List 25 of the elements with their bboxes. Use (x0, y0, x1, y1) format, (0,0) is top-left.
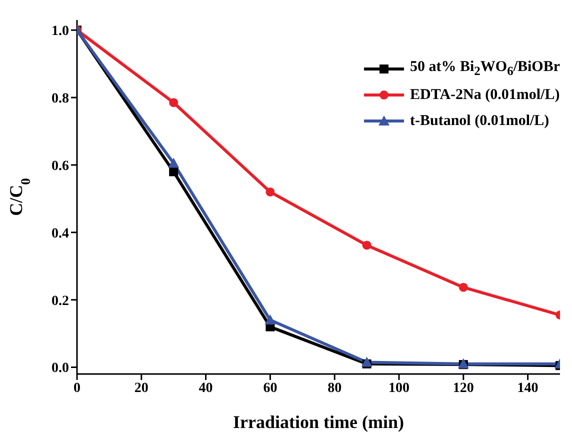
point (362, 240, 372, 250)
legend-label: t-Butanol (0.01mol/L) (410, 112, 550, 130)
point (168, 158, 180, 168)
point (266, 187, 275, 196)
x-tick-label: 20 (134, 380, 148, 396)
legend-label: EDTA-2Na (0.01mol/L) (410, 86, 560, 104)
y-tick-label: 0.6 (52, 158, 69, 174)
x-tick-label: 40 (198, 380, 213, 396)
y-tick-label: 0.4 (52, 226, 69, 242)
x-tick-label: 0 (74, 380, 80, 396)
y-tick-label: 1.0 (52, 24, 69, 40)
point (169, 98, 178, 108)
point (458, 282, 468, 292)
x-tick-label: 140 (517, 380, 538, 396)
x-tick-label: 80 (328, 380, 342, 396)
y-tick-label: 0.8 (52, 92, 69, 107)
point (361, 356, 372, 367)
point (264, 314, 276, 325)
x-axis-title: Irradiation time (min) (233, 412, 404, 432)
y-tick-label: 0.2 (52, 294, 69, 309)
x-tick-label: 100 (388, 380, 410, 396)
legend-label: 50 at% Bi$_{2}$WO$_{6}$/BiOBr (410, 59, 560, 79)
x-tick-label: 120 (452, 380, 474, 396)
y-tick-label: 0.0 (52, 361, 69, 376)
x-tick-label: 60 (263, 380, 278, 396)
